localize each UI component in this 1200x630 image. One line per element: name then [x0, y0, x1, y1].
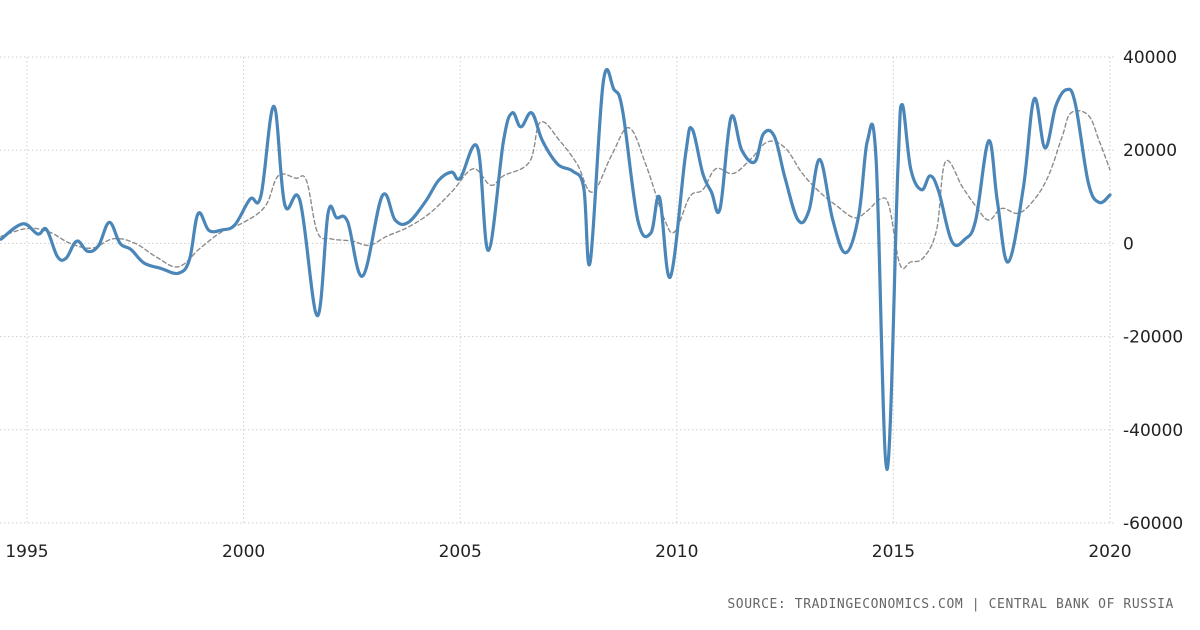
x-tick-label: 2010: [655, 542, 698, 562]
x-tick-label: 2020: [1088, 542, 1131, 562]
series-layer: [0, 67, 1112, 472]
x-tick-label: 2000: [222, 542, 265, 562]
y-tick-label: -20000: [1123, 328, 1183, 348]
y-tick-label: 20000: [1123, 141, 1177, 161]
source-attribution: SOURCE: TRADINGECONOMICS.COM | CENTRAL B…: [727, 597, 1174, 612]
y-tick-label: 40000: [1123, 48, 1177, 68]
x-tick-label: 2015: [872, 542, 915, 562]
y-tick-label: -60000: [1123, 514, 1183, 534]
x-tick-label: 1995: [5, 542, 48, 562]
y-tick-label: 0: [1123, 234, 1134, 254]
main-series-line: [0, 67, 1112, 472]
average-series-line: [0, 109, 1111, 270]
x-tick-label: 2005: [439, 542, 482, 562]
gridlines: [0, 56, 1115, 524]
x-axis-labels: 1995 2000 2005 2010 2015 2020: [5, 542, 1131, 562]
y-tick-label: -40000: [1123, 421, 1183, 441]
y-axis-labels: 40000 20000 0 -20000 -40000 -60000: [1123, 48, 1183, 534]
